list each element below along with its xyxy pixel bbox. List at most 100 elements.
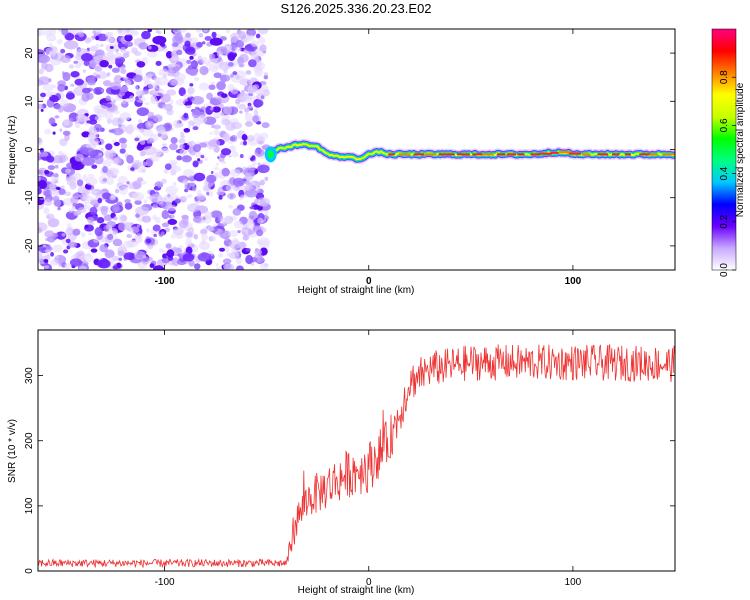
noise-cell — [105, 169, 114, 178]
noise-cell — [119, 137, 127, 144]
noise-cell — [104, 214, 113, 222]
noise-cell — [87, 134, 95, 139]
noise-cell — [124, 41, 134, 48]
noise-cell — [189, 37, 199, 44]
noise-cell — [74, 78, 84, 86]
noise-cell — [223, 263, 235, 270]
noise-cell — [220, 74, 227, 83]
noise-cell — [201, 41, 206, 45]
noise-cell — [203, 29, 208, 32]
noise-cell — [142, 146, 158, 156]
noise-cell — [44, 128, 52, 135]
noise-cell — [90, 217, 95, 222]
noise-cell — [94, 66, 103, 72]
noise-cell — [133, 74, 143, 83]
noise-cell — [184, 40, 191, 48]
noise-cell — [125, 50, 130, 55]
noise-cell — [141, 129, 154, 137]
noise-cell — [118, 214, 127, 223]
noise-cell — [97, 259, 111, 269]
noise-cell — [50, 259, 60, 266]
noise-cell — [256, 197, 271, 207]
x-tick-label: -100 — [155, 577, 175, 588]
noise-cell — [117, 29, 123, 34]
noise-cell — [83, 60, 90, 67]
noise-cell — [196, 193, 206, 201]
noise-cell — [113, 141, 120, 146]
noise-cell — [250, 172, 256, 177]
noise-cell — [257, 162, 261, 166]
noise-cell — [59, 128, 63, 132]
noise-cell — [249, 205, 255, 210]
noise-cell — [118, 185, 128, 195]
noise-cell — [210, 170, 214, 175]
noise-cell — [120, 46, 127, 53]
noise-cell — [221, 167, 230, 177]
noise-cell — [234, 47, 242, 53]
noise-cell — [102, 212, 108, 217]
noise-cell — [219, 61, 231, 71]
noise-cell — [43, 199, 53, 206]
noise-cell — [252, 162, 257, 166]
noise-cell — [235, 74, 240, 81]
noise-cell — [161, 147, 170, 154]
noise-cell — [100, 43, 104, 47]
snr-y-ticks: 0 100 200 300 — [24, 367, 675, 574]
noise-cell — [152, 88, 165, 97]
noise-cell — [161, 222, 170, 228]
noise-cell — [136, 143, 145, 151]
noise-cell — [85, 177, 98, 186]
noise-cell — [89, 47, 93, 51]
noise-cell — [44, 230, 55, 238]
noise-cell — [120, 142, 128, 149]
noise-cell — [57, 206, 61, 211]
noise-cell — [104, 149, 117, 158]
noise-cell — [134, 51, 142, 57]
noise-cell — [64, 134, 70, 141]
noise-cell — [93, 238, 100, 243]
colorbar-label: Normalized spectral amplitude — [735, 82, 746, 217]
spectrogram-y-ticks: -20 -10 0 10 20 — [24, 47, 675, 253]
colorbar-tick-label: 0.0 — [719, 263, 730, 277]
noise-cell — [82, 69, 87, 73]
noise-cell — [75, 114, 88, 122]
noise-cell — [259, 247, 268, 256]
noise-cell — [242, 229, 249, 237]
noise-cell — [195, 29, 202, 33]
noise-cell — [237, 230, 241, 234]
noise-cell — [160, 231, 165, 236]
noise-cell — [180, 135, 186, 139]
noise-cell — [216, 266, 221, 270]
noise-cell — [169, 143, 178, 151]
x-tick-label: -100 — [155, 276, 175, 287]
noise-cell — [247, 85, 258, 94]
noise-cell — [188, 260, 195, 267]
noise-cell — [102, 159, 112, 168]
noise-cell — [143, 199, 148, 204]
noise-cell — [95, 35, 100, 41]
noise-cell — [105, 32, 112, 38]
noise-cell — [170, 136, 178, 144]
noise-cell — [257, 36, 266, 45]
noise-cell — [247, 229, 255, 235]
noise-cell — [147, 111, 155, 119]
noise-cell — [200, 154, 205, 159]
noise-cell — [108, 64, 113, 69]
noise-cell — [254, 67, 264, 77]
snr-panel: -100 0 100 0 100 200 300 Height of straight l… — [7, 329, 676, 596]
noise-cell — [208, 63, 220, 73]
noise-cell — [213, 124, 221, 130]
noise-cell — [187, 203, 201, 213]
noise-cell — [67, 208, 75, 213]
noise-cell — [229, 88, 233, 93]
noise-cell — [117, 250, 125, 257]
noise-cell — [235, 257, 242, 265]
noise-cell — [239, 53, 249, 63]
noise-cell — [124, 79, 132, 86]
noise-cell — [114, 188, 120, 194]
noise-cell — [109, 81, 122, 90]
noise-cell — [239, 197, 243, 201]
noise-cell — [199, 65, 209, 76]
noise-cell — [43, 207, 50, 215]
noise-cell — [86, 76, 96, 83]
